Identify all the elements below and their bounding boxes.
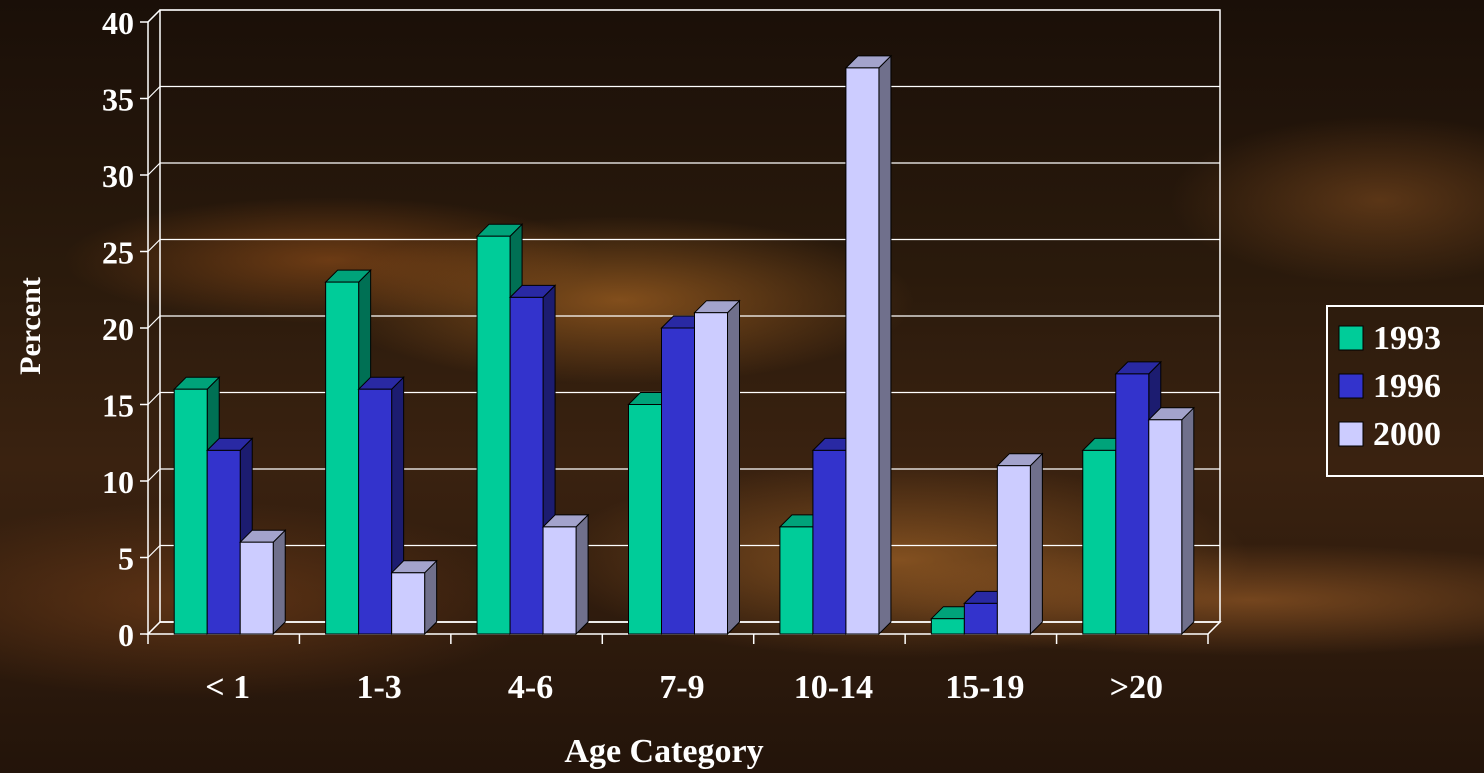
x-tick-label: >20 bbox=[1110, 669, 1163, 706]
x-tick-label: 15-19 bbox=[945, 669, 1024, 706]
bar bbox=[812, 449, 847, 635]
gridline-side bbox=[147, 86, 161, 99]
bar-side bbox=[1181, 406, 1195, 636]
gridline-side bbox=[147, 315, 161, 329]
bar bbox=[1148, 419, 1183, 635]
bar-side bbox=[424, 559, 438, 636]
x-tick-label: 7-9 bbox=[659, 669, 704, 706]
x-tick-label: 10-14 bbox=[794, 669, 873, 706]
gridline-side bbox=[147, 162, 161, 176]
y-axis-top-edge bbox=[147, 9, 161, 23]
bar-side bbox=[575, 513, 589, 636]
bar bbox=[239, 541, 274, 635]
bar bbox=[779, 526, 814, 635]
bar bbox=[325, 281, 360, 635]
legend-swatch bbox=[1338, 373, 1364, 399]
bar bbox=[1082, 449, 1117, 635]
bar bbox=[661, 327, 695, 635]
x-tick-label: < 1 bbox=[205, 669, 250, 706]
bar bbox=[930, 618, 965, 635]
y-tick-label: 0 bbox=[118, 617, 134, 653]
y-axis-title: Percent bbox=[14, 277, 47, 375]
bar bbox=[628, 404, 662, 635]
y-tick-label: 40 bbox=[102, 5, 134, 41]
y-tick-label: 35 bbox=[102, 82, 134, 118]
x-tick-label: 1-3 bbox=[356, 669, 401, 706]
y-tick-label: 5 bbox=[118, 541, 134, 577]
gridline-side bbox=[147, 239, 161, 252]
gridline-side bbox=[147, 545, 161, 558]
y-tick-label: 20 bbox=[102, 311, 134, 347]
legend-label: 1996 bbox=[1373, 368, 1441, 405]
legend-label: 1993 bbox=[1373, 320, 1441, 357]
bar-side bbox=[1029, 452, 1043, 636]
bar bbox=[845, 67, 880, 635]
bar bbox=[996, 465, 1031, 635]
bar bbox=[542, 526, 577, 635]
x-tick-label: 4-6 bbox=[508, 669, 553, 706]
gridline-side bbox=[147, 392, 161, 405]
y-tick-label: 15 bbox=[102, 388, 134, 424]
legend: 1993 1996 2000 bbox=[1326, 305, 1484, 477]
y-tick-label: 30 bbox=[102, 158, 134, 194]
legend-swatch bbox=[1338, 421, 1364, 447]
x-axis-title: Age Category bbox=[564, 733, 763, 770]
bar bbox=[391, 572, 426, 635]
bar-side bbox=[272, 528, 286, 636]
bar bbox=[1115, 373, 1150, 635]
legend-label: 2000 bbox=[1373, 416, 1441, 453]
bar bbox=[476, 235, 511, 635]
y-tick-label: 25 bbox=[102, 235, 134, 271]
bar-side bbox=[878, 54, 892, 636]
y-tick-label: 10 bbox=[102, 464, 134, 500]
bar bbox=[206, 449, 241, 635]
bar bbox=[963, 602, 998, 635]
gridline-side bbox=[147, 468, 161, 482]
bar bbox=[694, 312, 728, 635]
bar bbox=[173, 388, 208, 635]
bar bbox=[509, 296, 544, 635]
legend-box bbox=[1326, 305, 1484, 477]
legend-swatch bbox=[1338, 325, 1364, 351]
plot-area: 0 5 10 15 20 25 30 35 40 < 1 1-3 4-6 7-9 10-14 15-19 >2… bbox=[102, 5, 1222, 706]
bar bbox=[358, 388, 393, 635]
bar-side bbox=[727, 299, 740, 636]
